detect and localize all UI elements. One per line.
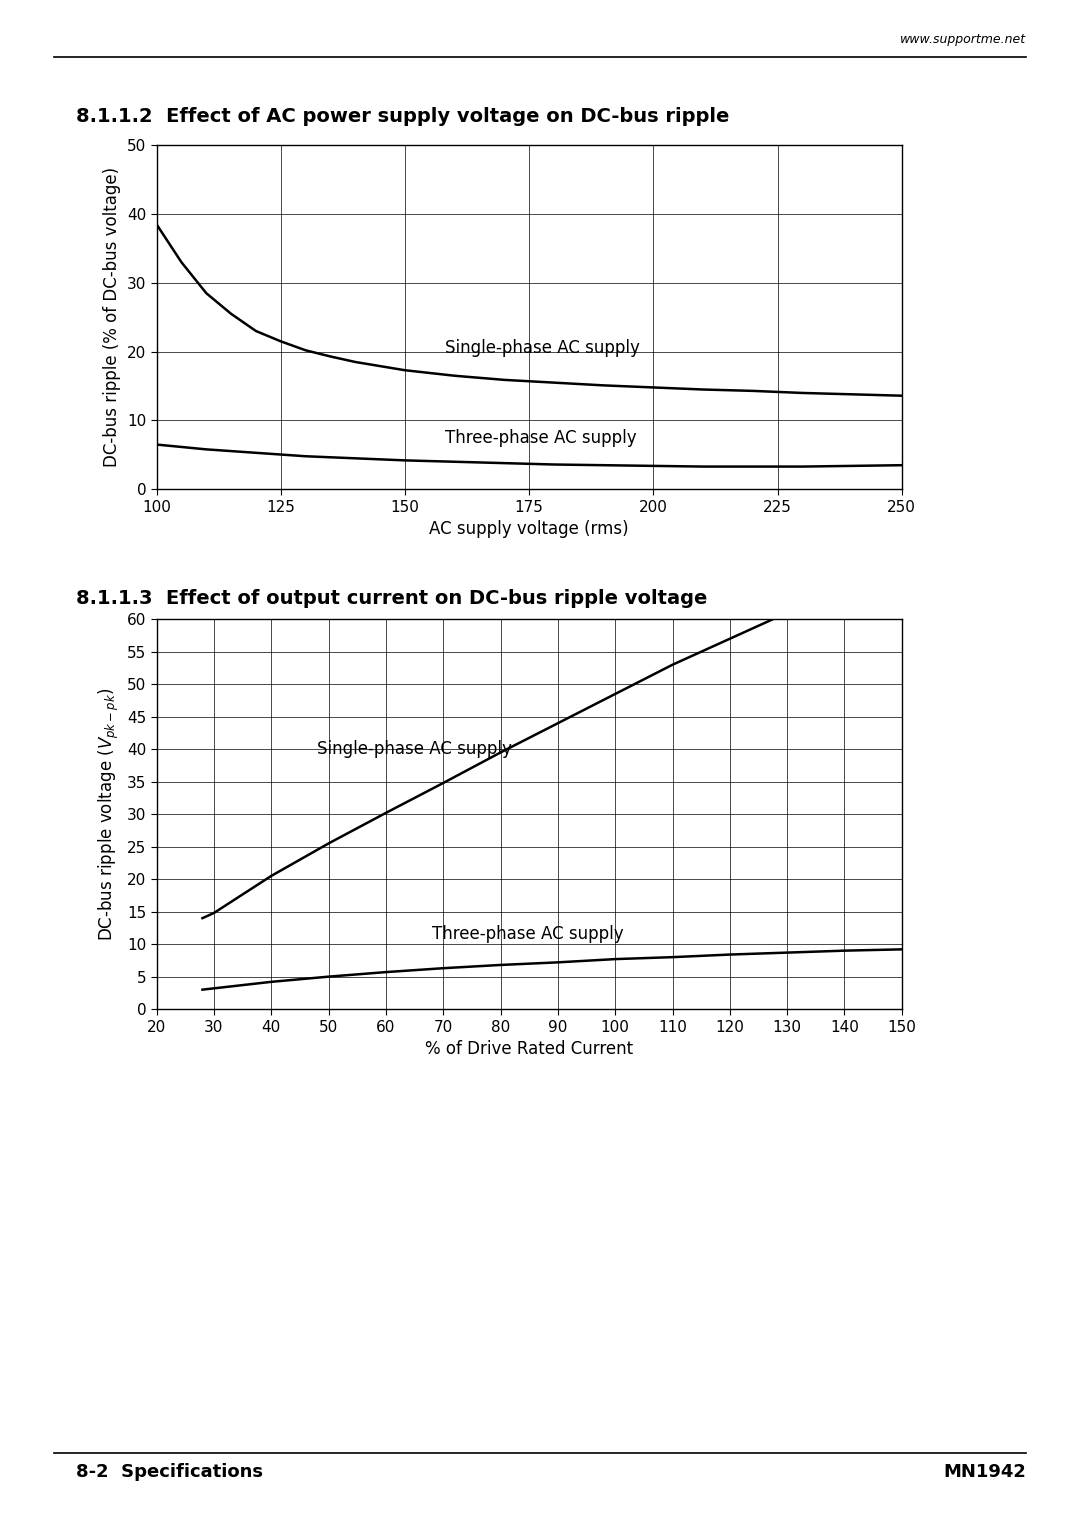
Y-axis label: DC-bus ripple (% of DC-bus voltage): DC-bus ripple (% of DC-bus voltage) [104, 167, 121, 468]
X-axis label: % of Drive Rated Current: % of Drive Rated Current [426, 1040, 633, 1058]
X-axis label: AC supply voltage (rms): AC supply voltage (rms) [430, 520, 629, 538]
Text: Three-phase AC supply: Three-phase AC supply [445, 428, 636, 446]
Text: Single-phase AC supply: Single-phase AC supply [445, 339, 639, 358]
Text: www.supportme.net: www.supportme.net [900, 32, 1026, 46]
Text: 8.1.1.2  Effect of AC power supply voltage on DC-bus ripple: 8.1.1.2 Effect of AC power supply voltag… [76, 107, 729, 125]
Y-axis label: DC-bus ripple voltage ($V_{pk-pk}$): DC-bus ripple voltage ($V_{pk-pk}$) [97, 688, 121, 940]
Text: MN1942: MN1942 [943, 1463, 1026, 1482]
Text: Three-phase AC supply: Three-phase AC supply [432, 925, 623, 943]
Text: 8.1.1.3  Effect of output current on DC-bus ripple voltage: 8.1.1.3 Effect of output current on DC-b… [76, 589, 707, 607]
Text: Single-phase AC supply: Single-phase AC supply [318, 740, 512, 758]
Text: 8-2  Specifications: 8-2 Specifications [76, 1463, 262, 1482]
